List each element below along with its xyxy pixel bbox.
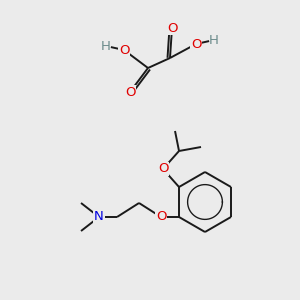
Text: H: H [209, 34, 219, 46]
Text: O: O [125, 85, 135, 98]
Text: O: O [191, 38, 201, 50]
Text: O: O [119, 44, 129, 56]
Text: H: H [101, 40, 111, 52]
Text: O: O [167, 22, 177, 34]
Text: O: O [158, 163, 168, 176]
Text: N: N [94, 211, 104, 224]
Text: O: O [156, 211, 166, 224]
